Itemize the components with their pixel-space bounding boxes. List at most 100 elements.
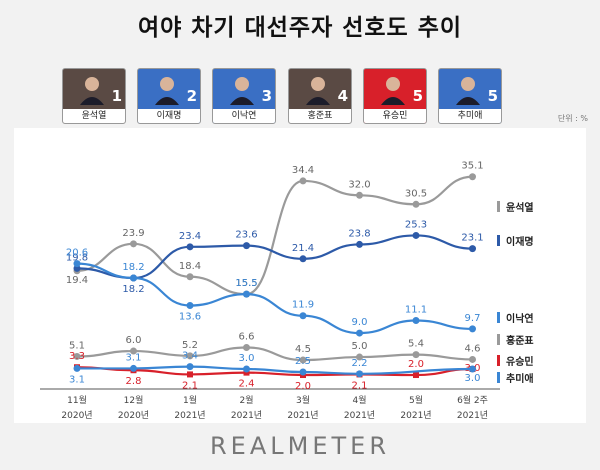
data-label: 5.2 [182,340,198,351]
x-year-label: 2021년 [344,410,375,421]
x-tick-label: 11월 [67,394,87,406]
candidate-rank: 2 [186,87,197,105]
data-label: 23.8 [348,228,370,239]
data-label: 5.1 [69,340,85,351]
x-tick-label: 2월 [239,394,253,406]
data-label: 25.3 [405,219,427,230]
data-point [469,325,476,333]
candidate-card: 2 이재명 [137,68,201,124]
portrait-icon [80,77,104,105]
series-line [76,234,473,280]
data-point [243,343,250,351]
data-label: 2.1 [182,380,198,391]
series-line [76,262,473,335]
data-label: 11.1 [405,305,427,316]
data-label: 23.9 [122,228,144,239]
candidate-rank: 1 [111,87,122,105]
data-label: 2.2 [352,358,368,369]
data-label: 32.0 [348,179,370,190]
data-label: 34.4 [292,165,314,176]
data-point [412,200,420,208]
legend-label: 이재명 [506,235,534,248]
data-point [186,352,194,360]
x-tick-label: 1월 [183,394,197,406]
data-point [130,240,137,248]
data-point [186,273,194,281]
data-label: 2.0 [295,381,311,392]
x-tick-label: 5월 [409,394,423,406]
data-point [356,240,363,248]
x-year-label: 2020년 [118,410,149,421]
data-label: 15.5 [235,278,257,289]
data-label: 2.5 [295,356,311,367]
data-point [299,177,307,185]
portrait-icon [306,77,330,105]
data-point [412,351,420,359]
data-label: 19.4 [66,275,88,286]
x-year-label: 2021년 [174,410,205,421]
legend-swatch [497,372,500,383]
data-point [469,245,476,253]
legend-label: 유승민 [506,355,534,368]
x-tick-label: 12월 [124,394,144,406]
data-label: 5.4 [408,339,424,350]
data-label: 19.8 [66,252,88,263]
data-label: 3.0 [465,373,481,384]
data-label: 11.9 [292,300,314,311]
legend-label: 이낙연 [506,312,534,325]
data-label: 23.4 [179,231,201,242]
candidate-rank: 5 [412,87,423,105]
portrait-icon [456,77,480,105]
legend-swatch [497,355,500,366]
data-label: 2.8 [126,376,142,387]
x-tick-label: 3월 [296,394,310,406]
data-point [243,242,250,250]
data-point [186,243,194,251]
data-label: 9.0 [352,317,368,328]
candidate-rank: 4 [337,87,348,105]
data-point [469,365,476,373]
legend-swatch [497,201,500,212]
data-label: 13.6 [179,312,201,323]
brand-footer: REALMETER [210,432,390,460]
data-label: 6.0 [126,335,142,346]
candidate-card: 1 윤석열 [62,68,126,124]
data-point [356,329,363,337]
data-label: 18.4 [179,261,201,272]
unit-label: 단위 : % [557,114,588,123]
candidate-card: 4 홍준표 [288,68,352,124]
data-label: 18.2 [122,262,144,273]
x-year-label: 2020년 [61,410,92,421]
x-tick-label: 4월 [352,394,366,406]
x-year-label: 2021년 [400,410,431,421]
data-label: 2.4 [239,379,255,390]
candidate-card: 3 이낙연 [212,68,276,124]
data-label: 3.3 [69,351,85,362]
data-label: 23.6 [235,230,257,241]
data-label: 20.6 [66,248,88,259]
data-label: 3.0 [239,353,255,364]
data-label: 23.1 [461,233,483,244]
data-point [356,353,363,361]
data-point [186,363,194,371]
data-label: 15.5 [235,278,257,289]
portrait-icon [155,77,179,105]
x-year-label: 2021년 [287,410,318,421]
data-label: 6.6 [239,331,255,342]
candidate-name: 윤석열 [63,109,125,123]
data-label: 21.4 [292,243,314,254]
x-year-label: 2021년 [231,410,262,421]
data-label: 2.0 [408,359,424,370]
data-point [243,369,250,376]
legend-swatch [497,312,500,323]
legend-swatch [497,334,500,345]
candidate-card: 5 추미애 [438,68,502,124]
data-point [73,260,81,268]
data-point [356,370,363,378]
data-point [187,371,193,378]
data-label: 2.1 [352,380,368,391]
data-point [469,355,476,363]
data-point [130,274,137,282]
data-label: 9.7 [465,313,481,324]
candidate-rank: 5 [487,87,498,105]
